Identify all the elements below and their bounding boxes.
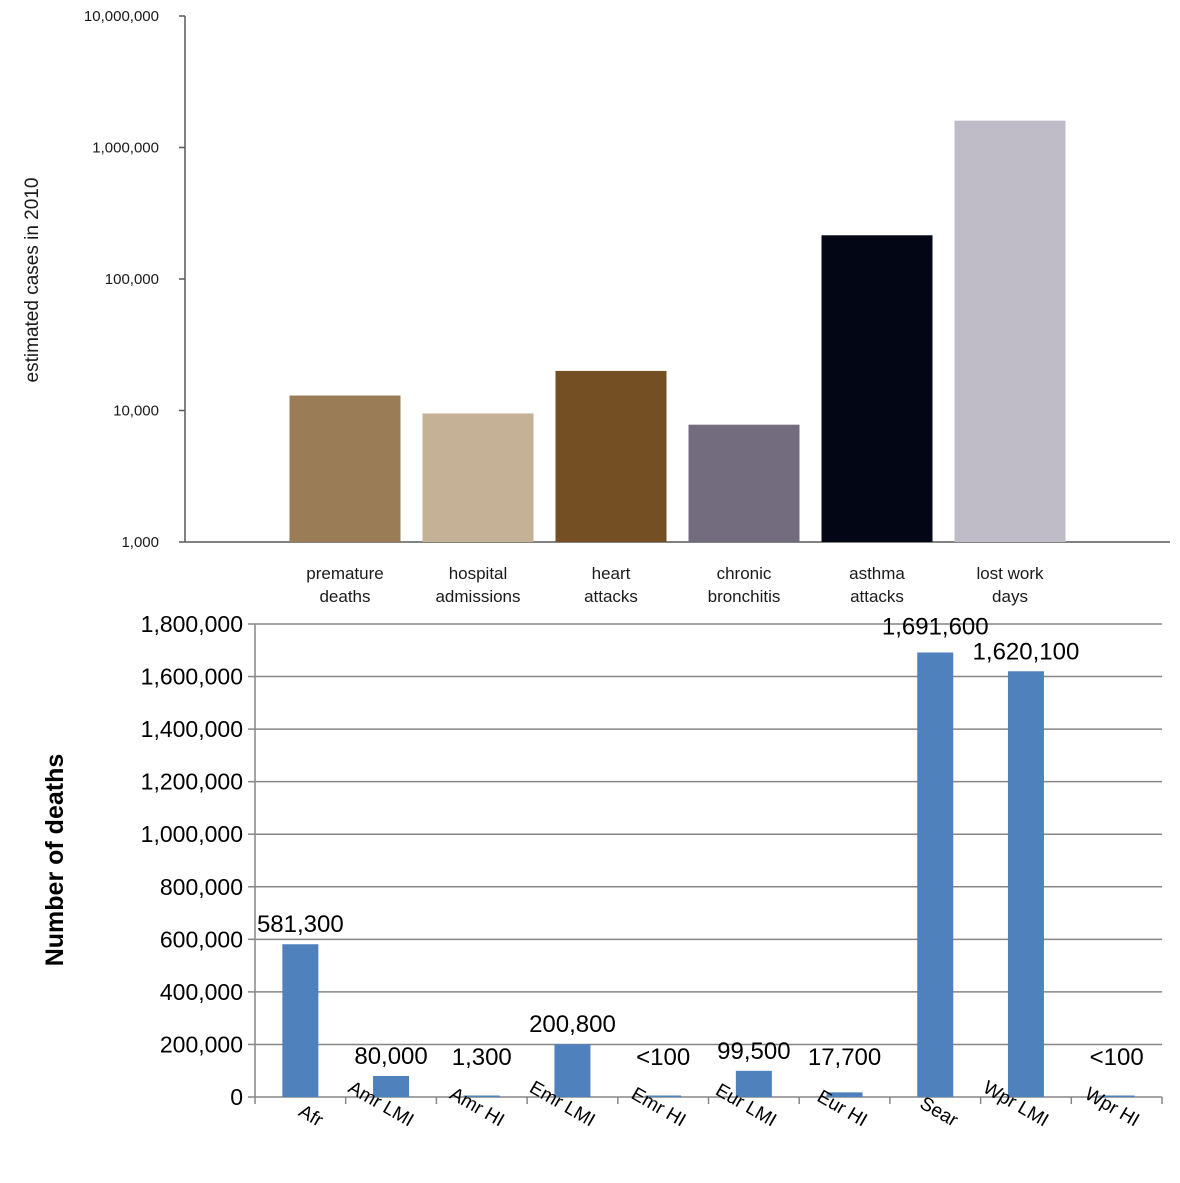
chart2-bar [1098, 1095, 1135, 1097]
chart2-data-label: 1,620,100 [973, 638, 1080, 665]
chart2-y-tick-label: 1,600,000 [141, 664, 243, 690]
chart2-bar [463, 1095, 500, 1097]
chart2-bar [917, 652, 954, 1097]
chart1-category-label: attacks [584, 587, 638, 606]
chart-number-of-deaths: Number of deaths 0 200,000 400,000 600,000 8… [41, 611, 1163, 1132]
chart1-category-label: hospital [449, 564, 508, 583]
chart2-data-label: 200,800 [529, 1011, 616, 1038]
chart2-y-tick-label: 1,000,000 [141, 821, 243, 847]
chart1-category-label: bronchitis [708, 587, 781, 606]
chart2-bar [826, 1092, 863, 1097]
chart1-bar [954, 120, 1066, 542]
chart2-data-label: 17,700 [808, 1044, 881, 1071]
chart2-category-label: Emr HI [627, 1084, 689, 1132]
chart1-category-label: attacks [850, 587, 904, 606]
chart1-y-tick-label: 10,000,000 [84, 8, 159, 25]
chart2-category-label: Wpr HI [1081, 1084, 1143, 1132]
chart1-bar [422, 413, 534, 542]
chart1-category-label: premature [306, 564, 383, 583]
chart2-data-label: <100 [1090, 1044, 1144, 1071]
chart1-bar [555, 370, 667, 542]
chart1-category-label: days [992, 587, 1028, 606]
chart1-y-axis-label: estimated cases in 2010 [22, 178, 43, 383]
chart2-category-label: Amr HI [446, 1084, 508, 1132]
chart2-data-label: <100 [636, 1044, 690, 1071]
chart2-y-tick-label: 1,400,000 [141, 716, 243, 742]
chart2-category-label: Sear [916, 1093, 962, 1132]
chart1-y-tick-label: 100,000 [105, 271, 159, 288]
chart1-category-label: admissions [435, 587, 520, 606]
chart2-y-tick-label: 1,200,000 [141, 769, 243, 795]
chart2-y-tick-label: 200,000 [160, 1031, 243, 1057]
chart1-category-label: deaths [319, 587, 370, 606]
chart2-y-tick-label: 0 [230, 1084, 243, 1110]
chart2-data-label: 1,300 [452, 1044, 512, 1071]
chart2-y-tick-label: 1,800,000 [141, 611, 243, 637]
chart1-bar [289, 395, 401, 542]
chart2-y-axis-label: Number of deaths [41, 754, 69, 967]
chart2-bar [282, 944, 319, 1097]
chart2-y-tick-label: 600,000 [160, 926, 243, 952]
chart1-y-tick-label: 1,000,000 [92, 140, 159, 157]
chart1-category-label: heart [592, 564, 631, 583]
chart2-bar [1007, 671, 1044, 1097]
chart1-bar [821, 235, 933, 542]
chart2-bar [645, 1095, 682, 1097]
chart1-y-tick-label: 10,000 [113, 403, 159, 420]
chart1-y-tick-label: 1,000 [121, 534, 159, 551]
chart2-bar [373, 1075, 410, 1097]
chart2-y-tick-label: 800,000 [160, 874, 243, 900]
chart2-data-label: 1,691,600 [882, 613, 989, 640]
chart1-category-label: lost work [976, 564, 1044, 583]
chart1-bar [688, 424, 800, 542]
chart2-category-label: Afr [295, 1101, 327, 1132]
chart-estimated-cases: estimated cases in 2010 1,000 10,000 100,0… [22, 8, 1170, 606]
chart2-data-label: 80,000 [354, 1043, 427, 1070]
chart2-data-label: 99,500 [717, 1038, 790, 1065]
chart1-category-label: asthma [849, 564, 905, 583]
chart2-bar [735, 1070, 772, 1097]
chart2-y-tick-label: 400,000 [160, 979, 243, 1005]
chart2-data-label: 581,300 [257, 911, 344, 938]
chart2-bar [554, 1044, 591, 1097]
chart1-category-label: chronic [717, 564, 772, 583]
